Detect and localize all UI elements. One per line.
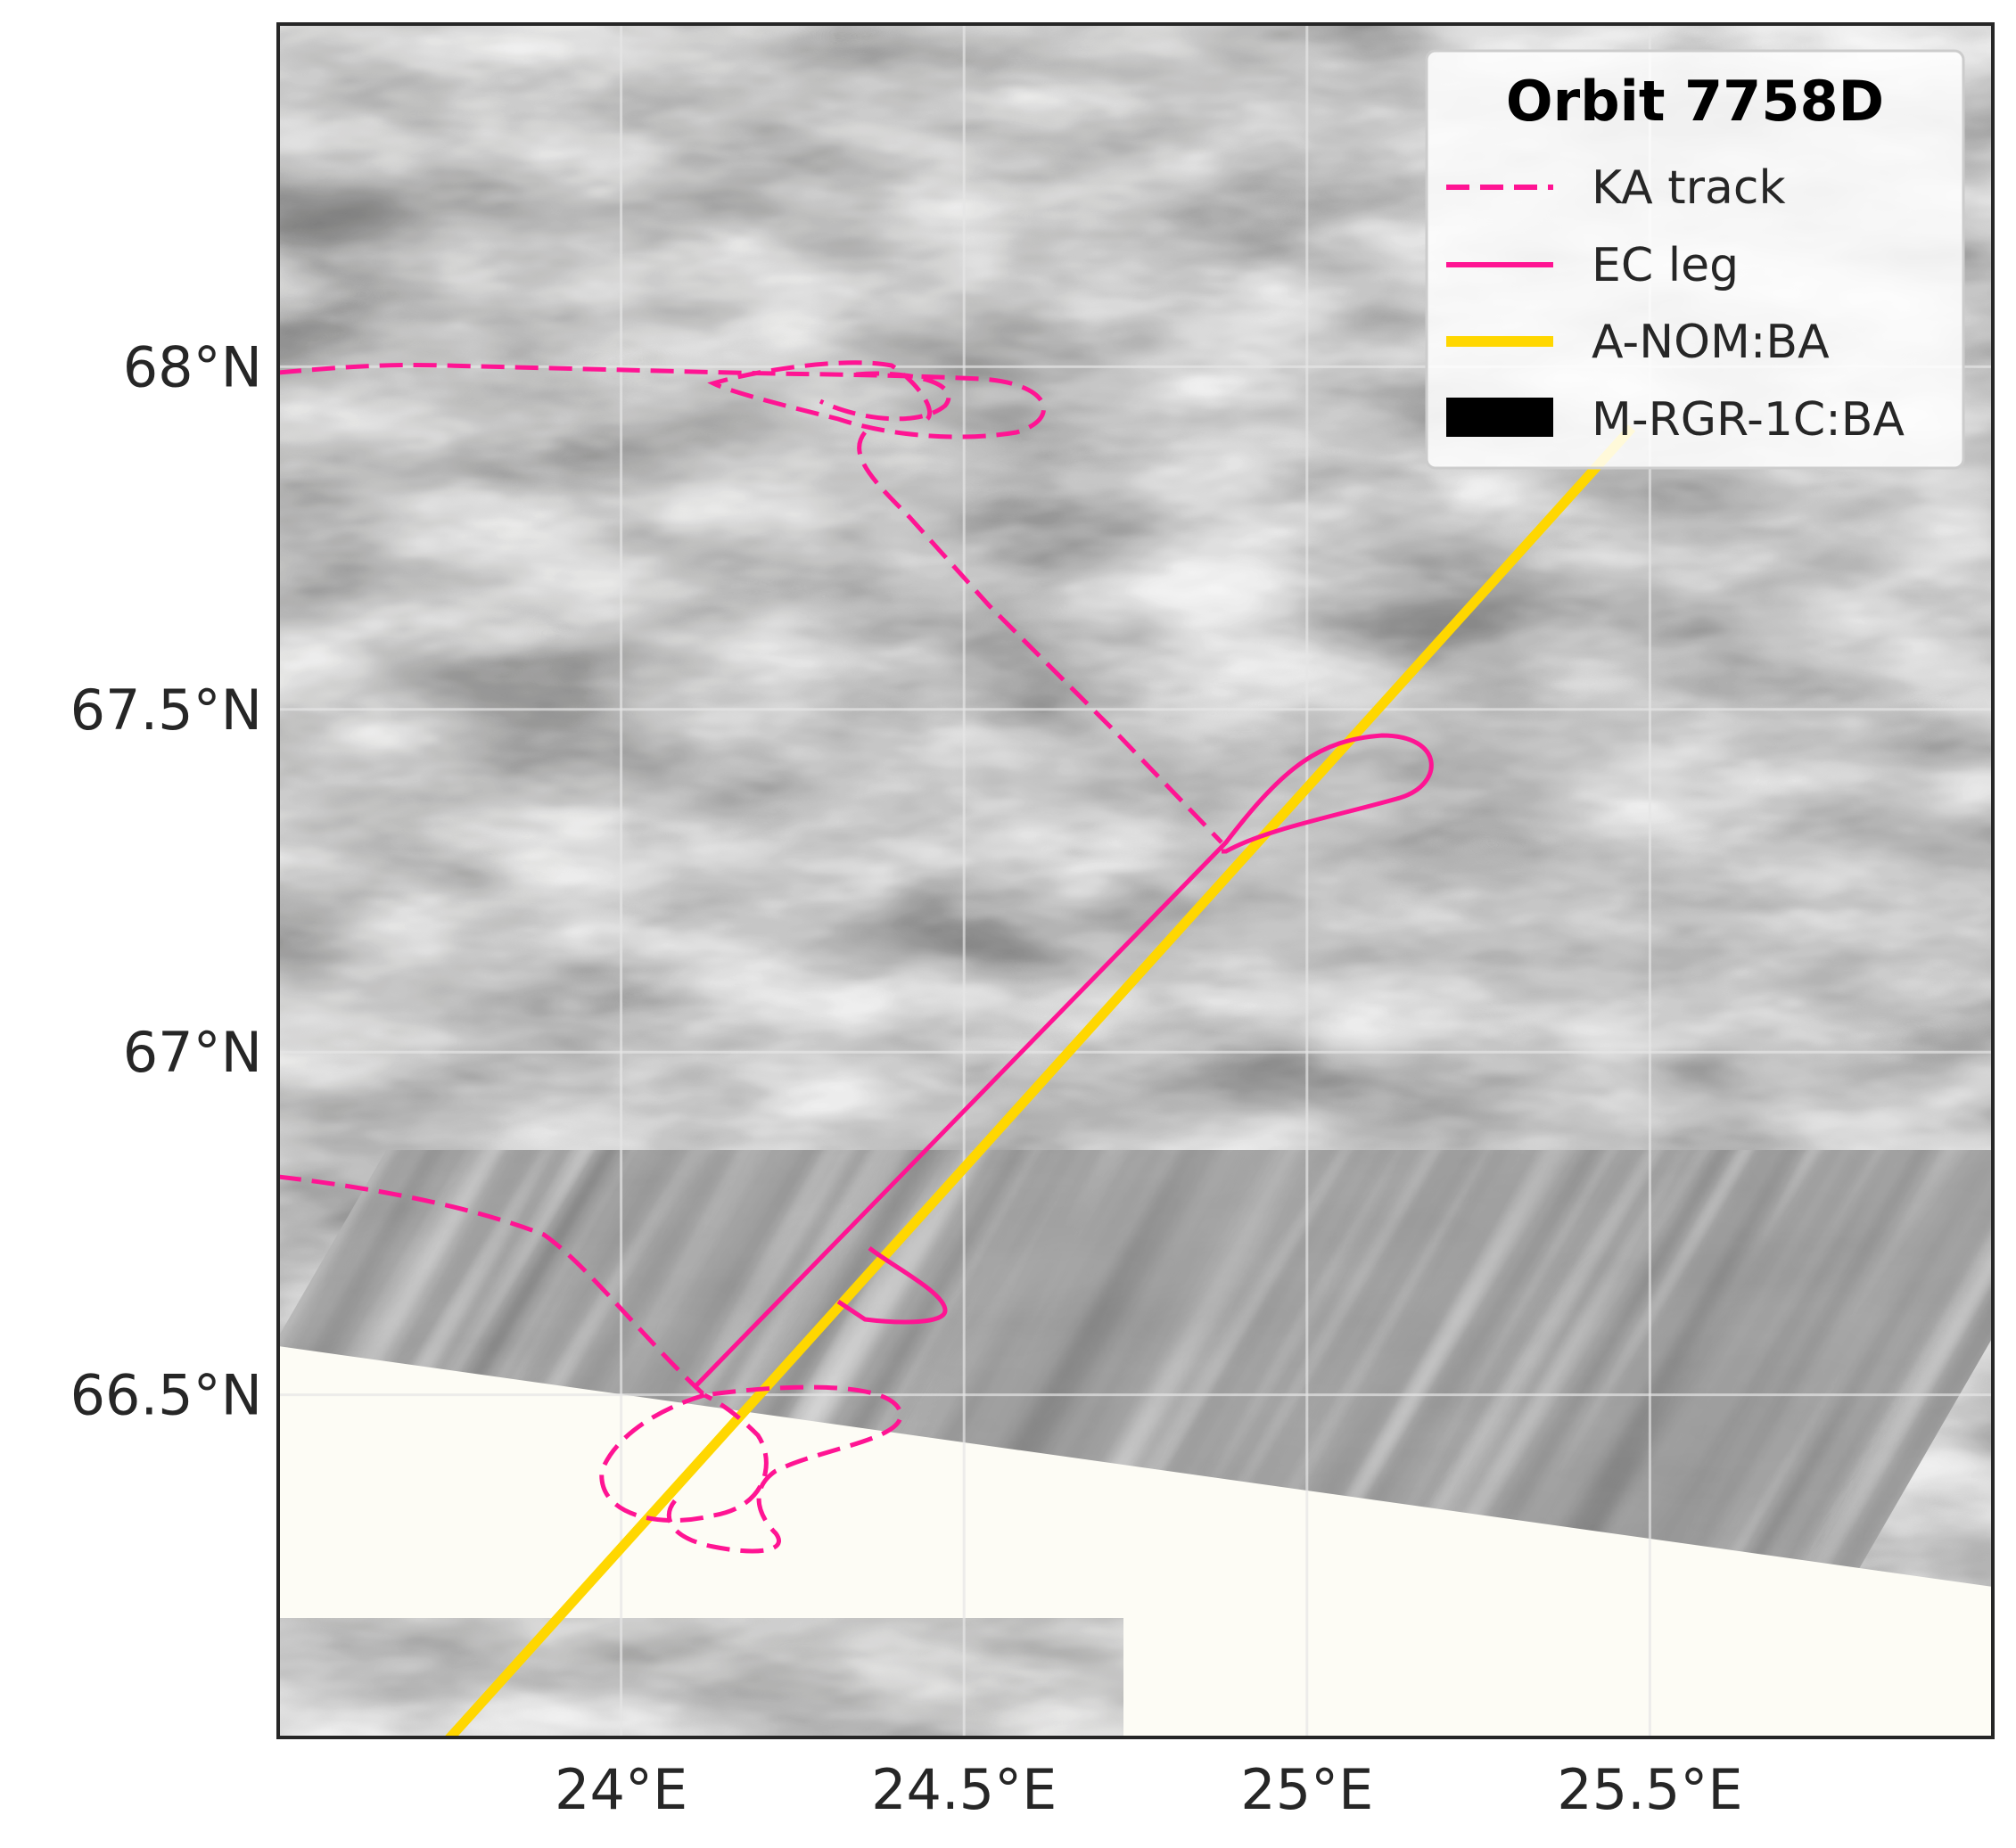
gridlines <box>278 24 1993 1737</box>
legend-ka-track-label: KA track <box>1592 161 1786 215</box>
ec-leg-loop-small <box>836 1246 948 1325</box>
y-axis-ticks: 68°N 67.5°N 67°N 66.5°N <box>70 334 262 1427</box>
y-tick-label: 68°N <box>123 334 262 399</box>
legend-m-rgr-label: M-RGR-1C:BA <box>1592 393 1905 447</box>
legend-ec-leg-label: EC leg <box>1592 239 1739 292</box>
x-axis-ticks: 24°E 24.5°E 25°E 25.5°E <box>555 1757 1742 1822</box>
legend-a-nom-label: A-NOM:BA <box>1592 316 1830 369</box>
ec-leg-line <box>694 733 1434 1388</box>
no-data-gap <box>278 1346 1993 1737</box>
x-tick-label: 24.5°E <box>871 1757 1057 1822</box>
y-tick-label: 67.5°N <box>70 678 262 743</box>
legend-title: Orbit 7758D <box>1506 69 1884 134</box>
flight-tracks <box>278 360 1636 1737</box>
legend-m-rgr-swatch <box>1446 398 1553 437</box>
ka-track-north <box>278 360 1223 844</box>
x-tick-label: 24°E <box>555 1757 687 1822</box>
plot-frame <box>276 22 1995 1739</box>
x-tick-label: 25.5°E <box>1557 1757 1742 1822</box>
y-tick-label: 66.5°N <box>70 1363 262 1428</box>
a-nom-ba-line <box>443 424 1636 1737</box>
legend-box <box>1425 49 1965 470</box>
y-tick-label: 67°N <box>123 1020 262 1085</box>
ka-track-south <box>278 1174 903 1554</box>
x-tick-label: 25°E <box>1240 1757 1373 1822</box>
legend: Orbit 7758D KA track EC leg A-NOM:BA M-R… <box>1425 49 1965 470</box>
